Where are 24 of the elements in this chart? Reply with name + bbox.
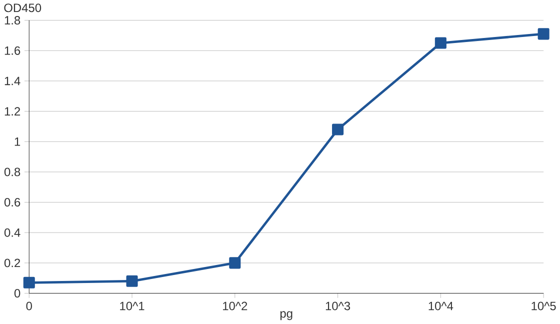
y-tick-label: 1	[14, 138, 20, 146]
y-tick-label: 0.6	[4, 198, 20, 207]
point	[23, 277, 35, 289]
x-tick-label: 10^2	[223, 302, 248, 310]
x-axis-title: pg	[280, 311, 292, 320]
y-tick-label: 1.6	[4, 46, 20, 55]
point	[332, 124, 344, 136]
y-tick-label: 0.8	[4, 168, 20, 176]
point	[434, 37, 446, 49]
y-tick-label: 0.2	[4, 258, 20, 268]
x-tick-label: 10^4	[428, 302, 454, 310]
y-tick-label: 1.2	[4, 107, 20, 116]
y-tick-label: 1.4	[4, 76, 20, 86]
x-tick-label: 10^3	[326, 302, 350, 310]
x-tick-label: 0	[26, 302, 32, 310]
point	[126, 276, 138, 288]
x-tick-label: 10^5	[532, 302, 556, 310]
y-tick-label: 0.4	[4, 228, 20, 237]
x-tick-label: 10^1	[120, 302, 144, 310]
point	[229, 257, 241, 269]
y-tick-label: 0	[14, 289, 20, 298]
y-tick-label: 1.8	[4, 16, 20, 25]
point	[538, 28, 550, 40]
y-axis-title: OD450	[4, 4, 42, 12]
